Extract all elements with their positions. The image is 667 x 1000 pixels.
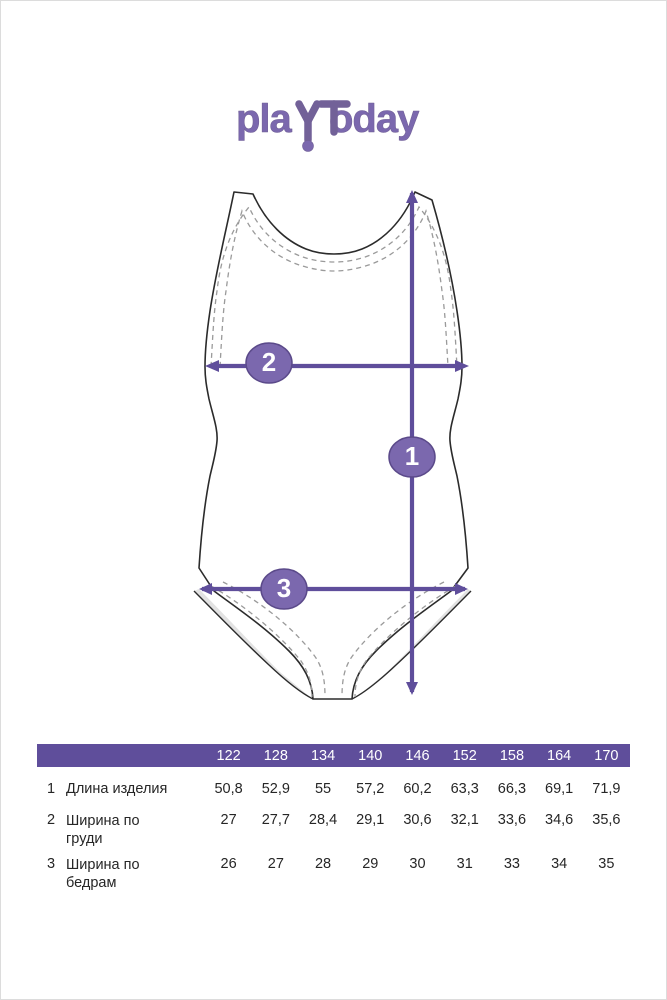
svg-text:3: 3 (277, 573, 291, 603)
svg-text:2: 2 (262, 347, 276, 377)
svg-text:1: 1 (405, 441, 419, 471)
